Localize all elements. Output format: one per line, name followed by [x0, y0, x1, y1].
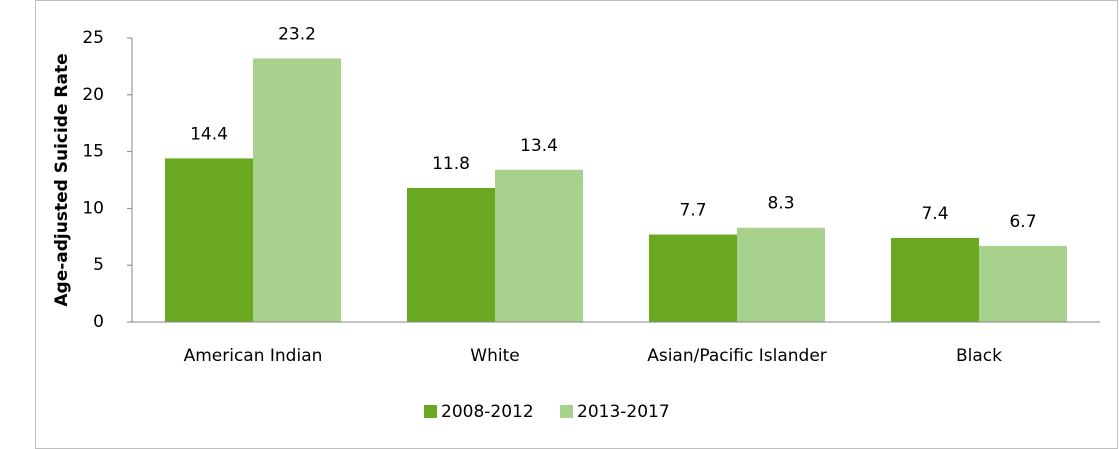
data-label: 8.3 — [767, 194, 794, 214]
y-axis-title: Age-adjusted Suicide Rate — [52, 53, 72, 306]
x-tick-label: Black — [956, 346, 1002, 366]
data-label: 23.2 — [278, 24, 316, 44]
y-tick-label: 15 — [82, 142, 104, 162]
data-label: 14.4 — [190, 124, 228, 144]
legend-label: 2013-2017 — [577, 402, 670, 422]
y-tick-label: 0 — [93, 312, 104, 332]
data-label: 6.7 — [1009, 212, 1036, 232]
legend-label: 2008-2012 — [441, 402, 534, 422]
data-label: 11.8 — [432, 154, 470, 174]
bar — [737, 227, 825, 322]
x-tick-label: Asian/Pacific Islander — [647, 346, 827, 366]
legend-swatch — [424, 405, 437, 418]
bar — [979, 245, 1067, 322]
y-tick-label: 25 — [82, 28, 104, 48]
data-label: 7.7 — [679, 201, 706, 221]
bar — [407, 187, 495, 322]
y-tick-label: 5 — [93, 255, 104, 275]
data-label: 7.4 — [921, 204, 948, 224]
bar — [495, 169, 583, 322]
y-tick-label: 20 — [82, 85, 104, 105]
x-tick-label: White — [470, 346, 519, 366]
legend-swatch — [560, 405, 573, 418]
bar — [649, 234, 737, 322]
data-label: 13.4 — [520, 136, 558, 156]
bar — [891, 237, 979, 322]
bar — [165, 158, 253, 322]
x-tick-label: American Indian — [184, 346, 323, 366]
bar — [253, 58, 341, 323]
y-tick-label: 10 — [82, 198, 104, 218]
